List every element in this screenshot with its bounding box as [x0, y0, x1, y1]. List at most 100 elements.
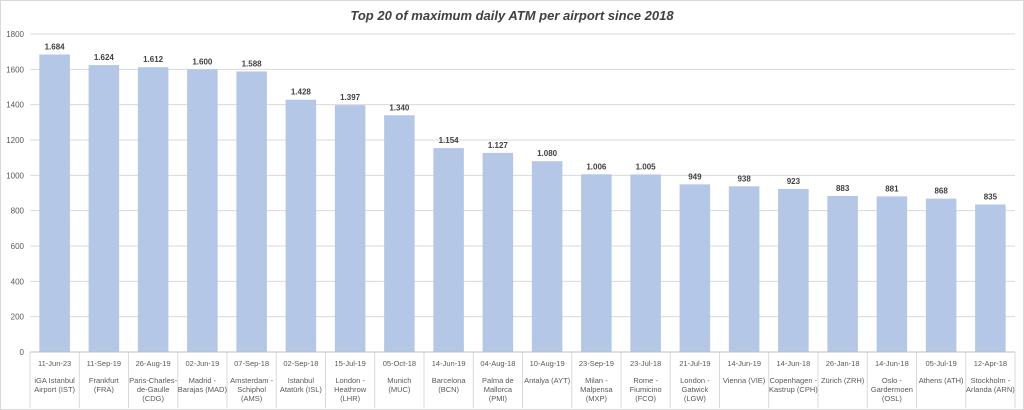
x-tick-airport: Heathrow — [334, 385, 367, 394]
y-tick-label: 1200 — [6, 136, 24, 145]
x-tick-airport: (LHR) — [340, 394, 361, 403]
x-tick-airport: Vienna (VIE) — [723, 376, 766, 385]
x-tick-airport: Airport (IST) — [34, 385, 75, 394]
x-tick-airport: (FRA) — [94, 385, 114, 394]
x-tick-airport: Munich — [387, 376, 411, 385]
x-tick-airport: Rome - — [633, 376, 658, 385]
y-tick-label: 200 — [11, 313, 25, 322]
x-tick-airport: Madrid - — [189, 376, 217, 385]
x-tick-airport: (FCO) — [635, 394, 656, 403]
y-tick-label: 1000 — [6, 171, 24, 180]
chart-title: Top 20 of maximum daily ATM per airport … — [350, 8, 674, 23]
x-tick-airport: (AMS) — [241, 394, 263, 403]
x-tick-date: 14-Jun-18 — [875, 359, 909, 368]
x-tick-airport: Copenhagen - — [770, 376, 818, 385]
data-label: 835 — [984, 192, 998, 201]
x-tick-airport: Malpensa — [580, 385, 613, 394]
x-tick-date: 12-Apr-18 — [974, 359, 1007, 368]
x-tick-date: 05-Jul-19 — [925, 359, 956, 368]
x-tick-airport: (MUC) — [388, 385, 411, 394]
data-label: 938 — [737, 174, 751, 183]
bar — [187, 69, 218, 352]
x-tick-airport: de-Gaulle — [137, 385, 170, 394]
x-tick-date: 07-Sep-18 — [234, 359, 269, 368]
x-tick-airport: Amsterdam - — [230, 376, 273, 385]
bar — [384, 115, 415, 353]
bar — [137, 67, 169, 353]
bar — [679, 184, 711, 352]
data-label: 923 — [787, 177, 801, 186]
x-tick-date: 14-Jun-19 — [727, 359, 761, 368]
data-label: 1.397 — [340, 93, 361, 102]
data-label: 1.080 — [537, 149, 558, 158]
y-tick-label: 1600 — [6, 65, 24, 74]
bar — [88, 65, 120, 353]
data-label: 881 — [885, 184, 899, 193]
x-tick-airport: Barajas (MAD) — [178, 385, 228, 394]
y-tick-label: 1800 — [6, 30, 24, 39]
data-label: 868 — [934, 187, 948, 196]
x-tick-airport: Antalya (AYT) — [524, 376, 571, 385]
x-tick-airport: Paris-Charles- — [129, 376, 177, 385]
data-label: 1.588 — [242, 59, 263, 68]
x-tick-airport: Schiphol — [237, 385, 266, 394]
data-label: 1.612 — [143, 55, 164, 64]
x-tick-date: 15-Jul-19 — [334, 359, 365, 368]
x-tick-airport: Stockholm - — [971, 376, 1011, 385]
data-label: 949 — [688, 172, 702, 181]
x-tick-date: 14-Jun-19 — [432, 359, 466, 368]
x-tick-date: 11-Sep-19 — [87, 359, 121, 368]
x-tick-date: 14-Jun-18 — [776, 359, 810, 368]
data-label: 1.154 — [439, 136, 460, 145]
x-tick-date: 10-Aug-19 — [530, 359, 565, 368]
x-tick-airport: Athens (ATH) — [919, 376, 964, 385]
x-tick-airport: Frankfurt — [89, 376, 120, 385]
bar — [531, 161, 563, 352]
data-label: 1.600 — [192, 57, 213, 66]
x-tick-airport: Gardermoen — [871, 385, 913, 394]
bar — [630, 174, 661, 352]
bar — [975, 204, 1006, 352]
x-tick-airport: Zürich (ZRH) — [821, 376, 865, 385]
data-label: 1.005 — [636, 162, 657, 171]
x-tick-airport: Barcelona — [432, 376, 467, 385]
x-tick-airport: Palma de — [482, 376, 514, 385]
x-tick-date: 23-Sep-19 — [579, 359, 614, 368]
x-tick-date: 02-Jun-19 — [185, 359, 219, 368]
bar — [778, 188, 809, 352]
x-tick-airport: Mallorca — [484, 385, 513, 394]
data-label: 1.624 — [94, 53, 115, 62]
x-tick-airport: Gatwick — [682, 385, 709, 394]
x-tick-date: 11-Jun-23 — [38, 359, 71, 368]
x-tick-date: 21-Jul-19 — [679, 359, 710, 368]
bar — [39, 54, 70, 352]
bar — [827, 196, 858, 352]
data-label: 1.684 — [45, 42, 66, 51]
y-tick-label: 0 — [20, 348, 25, 357]
bar — [285, 99, 317, 352]
x-tick-airport: Istanbul — [288, 376, 315, 385]
bar — [581, 174, 612, 352]
data-label: 883 — [836, 184, 850, 193]
x-tick-airport: Arlanda (ARN) — [966, 385, 1015, 394]
data-label: 1.006 — [586, 162, 607, 171]
x-tick-airport: (OSL) — [882, 394, 903, 403]
x-tick-date: 26-Jan-18 — [826, 359, 860, 368]
bar — [334, 105, 366, 353]
x-tick-airport: Atatürk (ISL) — [280, 385, 323, 394]
bar — [482, 152, 514, 352]
data-label: 1.127 — [488, 141, 509, 150]
x-tick-airport: London - — [335, 376, 365, 385]
data-label: 1.428 — [291, 88, 312, 97]
x-tick-airport: (BCN) — [438, 385, 459, 394]
bar — [728, 186, 760, 352]
x-tick-date: 02-Sep-18 — [283, 359, 318, 368]
y-tick-label: 400 — [11, 277, 25, 286]
bar — [433, 148, 464, 352]
x-tick-airport: (LGW) — [684, 394, 707, 403]
x-tick-airport: iGA Istanbul — [34, 376, 75, 385]
bar — [236, 71, 267, 352]
x-tick-airport: London - — [680, 376, 710, 385]
x-tick-date: 05-Oct-18 — [383, 359, 416, 368]
bar — [876, 196, 908, 352]
